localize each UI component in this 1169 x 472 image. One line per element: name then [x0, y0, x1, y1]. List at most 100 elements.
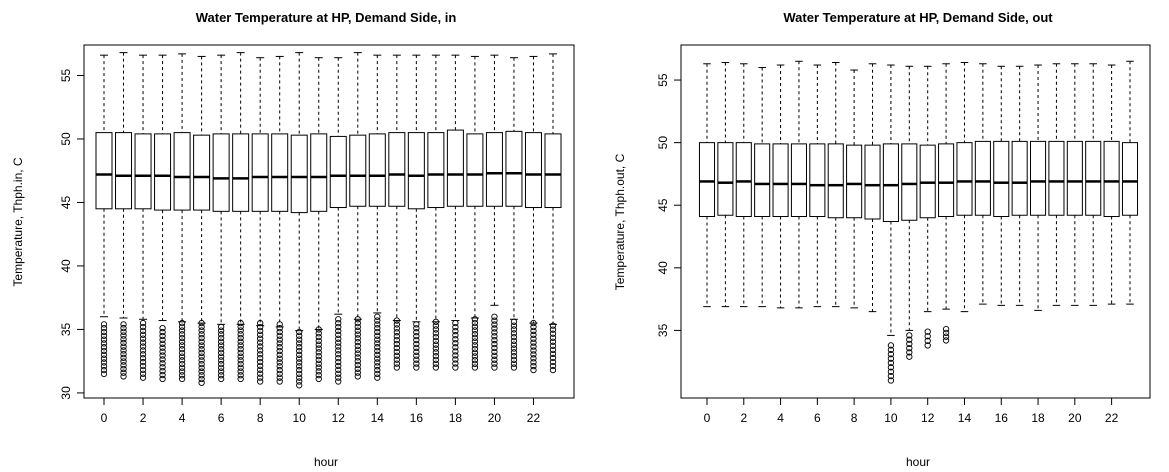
outlier-point: [198, 353, 205, 360]
outlier-point: [413, 321, 420, 328]
outlier-point: [198, 357, 205, 364]
outlier-point: [432, 330, 440, 337]
outlier-point: [906, 336, 913, 343]
outlier-point: [471, 338, 479, 345]
outlier-point: [100, 363, 108, 370]
outliers: [491, 313, 498, 371]
outlier-point: [139, 347, 147, 354]
outlier-point: [413, 348, 420, 355]
outliers: [549, 322, 557, 374]
box-hour-12: [329, 57, 347, 385]
y-tick-label: 50: [656, 136, 670, 150]
outlier-point: [198, 375, 205, 383]
outlier-point: [393, 333, 400, 340]
outliers: [942, 326, 950, 344]
outlier-point: [198, 349, 205, 357]
box-iqr: [271, 133, 289, 212]
outlier-point: [471, 360, 479, 367]
outlier-point: [942, 333, 950, 340]
outlier-point: [315, 337, 322, 345]
outlier-point: [432, 360, 440, 367]
box-iqr: [212, 133, 230, 212]
outlier-point: [354, 346, 361, 353]
x-tick-label: 16: [995, 411, 1009, 425]
outlier-point: [217, 368, 225, 375]
outlier-point: [276, 321, 283, 328]
outlier-point: [354, 373, 361, 380]
outlier-point: [139, 339, 147, 346]
outlier-point: [393, 364, 400, 371]
box-iqr: [388, 132, 406, 207]
outlier-point: [906, 340, 913, 348]
x-tick-label: 10: [293, 411, 307, 425]
outliers: [924, 328, 931, 349]
outlier-point: [257, 374, 264, 381]
outlier-point: [491, 348, 498, 356]
outlier-point: [413, 325, 420, 332]
box-iqr: [993, 140, 1010, 217]
outlier-point: [296, 351, 303, 358]
outlier-point: [924, 328, 931, 335]
plot-frame: [680, 44, 1151, 399]
box-hour-14: [956, 62, 973, 313]
outlier-point: [257, 358, 264, 366]
outlier-point: [139, 358, 147, 366]
box-hour-15: [388, 54, 406, 371]
outlier-point: [217, 360, 225, 368]
outlier-point: [315, 326, 322, 333]
outlier-point: [139, 319, 147, 327]
box-iqr: [290, 134, 308, 214]
outliers: [530, 319, 537, 374]
outlier-point: [413, 364, 420, 371]
outlier-point: [432, 337, 440, 345]
outliers: [452, 319, 459, 371]
outlier-point: [471, 345, 479, 353]
outlier-point: [906, 345, 913, 352]
outlier-point: [178, 360, 186, 368]
box-hour-15: [974, 63, 991, 305]
outlier-point: [471, 356, 479, 364]
outlier-point: [491, 344, 498, 352]
outlier-point: [452, 344, 459, 351]
box-iqr: [427, 132, 445, 209]
box-iqr: [154, 133, 172, 211]
outlier-point: [159, 352, 166, 359]
x-tick-label: 18: [449, 411, 463, 425]
outlier-point: [296, 378, 303, 385]
box-hour-21: [1085, 63, 1102, 306]
outlier-point: [452, 323, 459, 331]
outlier-point: [296, 382, 303, 389]
x-axis-label: hour: [906, 455, 930, 469]
box-iqr: [407, 132, 425, 210]
outlier-point: [549, 358, 557, 366]
outlier-point: [393, 344, 400, 352]
outlier-point: [198, 360, 205, 368]
outlier-point: [942, 326, 950, 333]
outlier-point: [276, 336, 283, 343]
outlier-point: [549, 362, 557, 370]
box-hour-14: [368, 54, 386, 381]
outlier-point: [276, 328, 283, 336]
x-tick-label: 0: [704, 411, 711, 425]
outlier-point: [452, 340, 459, 347]
outlier-point: [315, 368, 322, 375]
outlier-point: [217, 342, 225, 349]
box-iqr: [446, 129, 464, 207]
box-hour-2: [134, 54, 152, 381]
outlier-point: [237, 364, 244, 371]
outlier-point: [510, 322, 518, 329]
outlier-point: [178, 357, 186, 364]
outliers: [276, 321, 283, 385]
box-iqr: [772, 143, 789, 217]
outlier-point: [354, 316, 361, 323]
outlier-point: [198, 368, 205, 375]
outlier-point: [432, 364, 440, 371]
outlier-point: [178, 349, 186, 357]
outlier-point: [471, 364, 479, 371]
outlier-point: [159, 360, 166, 367]
box-iqr: [1030, 140, 1047, 216]
outlier-point: [452, 364, 459, 371]
outlier-point: [549, 322, 557, 329]
outlier-point: [924, 337, 931, 344]
outlier-point: [120, 369, 127, 376]
